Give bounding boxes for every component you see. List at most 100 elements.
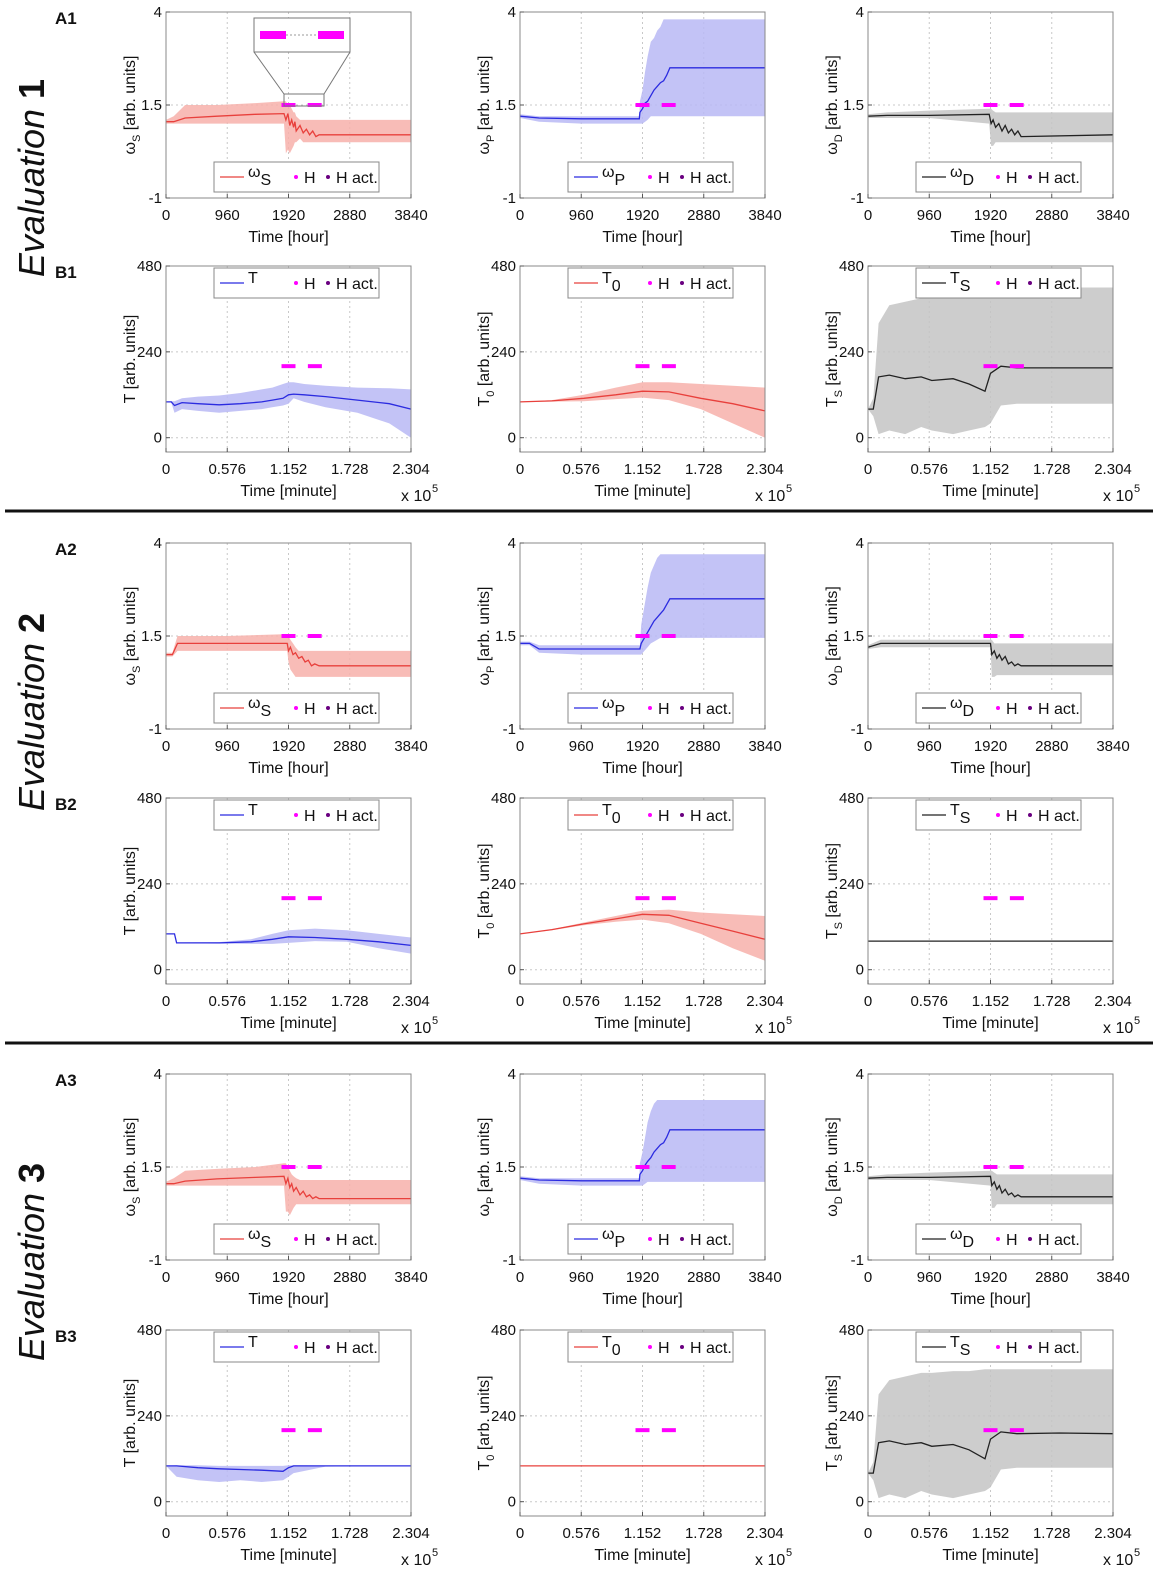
legend: T0 H H act. — [567, 799, 734, 831]
x-multiplier-exponent: 5 — [432, 1015, 438, 1027]
x-tick-label: 0 — [516, 1525, 524, 1542]
legend-symbol: ω — [950, 695, 963, 712]
legend-h-act-swatch — [680, 1345, 684, 1349]
y-tick-label: -1 — [851, 721, 864, 738]
x-tick-label: 0 — [516, 207, 524, 224]
legend-subscript: 0 — [612, 1342, 621, 1359]
y-axis-label: ωP [arb. units] — [476, 587, 497, 686]
y-tick-label: 240 — [137, 876, 162, 893]
x-tick-label: 0 — [162, 1269, 170, 1286]
legend-symbol: T — [950, 270, 960, 287]
legend-series-label: ωP — [602, 164, 625, 189]
y-tick-label: 240 — [137, 344, 162, 361]
x-axis-label: Time [hour] — [602, 760, 682, 777]
x-tick-label: 0 — [162, 993, 170, 1010]
series-line — [867, 642, 1113, 667]
legend-h-act-label: H act. — [690, 276, 732, 293]
legend-h-act-label: H act. — [336, 808, 378, 825]
y-tick-label: 4 — [856, 535, 864, 552]
y-tick-label: -1 — [503, 1252, 516, 1269]
x-multiplier-exponent: 5 — [432, 483, 438, 495]
chart-b1-t: 0 0.576 1.152 1.728 2.304 0 240 480 Time [minute… — [122, 258, 438, 505]
y-tick-label: 480 — [491, 790, 516, 807]
legend-series-label: T — [248, 802, 258, 819]
y-label-unit: [arb. units] — [122, 56, 139, 135]
y-tick-label: -1 — [851, 1252, 864, 1269]
chart-b3-t-0: 0 0.576 1.152 1.728 2.304 0 240 480 Time [minute… — [476, 1322, 792, 1569]
legend-subscript: S — [261, 703, 272, 720]
x-tick-label: 1.152 — [270, 993, 308, 1010]
uncertainty-band — [868, 1369, 1113, 1499]
x-tick-label: 0.576 — [562, 1525, 600, 1542]
y-label-subscript: S — [833, 390, 845, 397]
legend-h-act-swatch — [680, 813, 684, 817]
y-label-unit: [arb. units] — [122, 1379, 139, 1458]
legend-symbol: ω — [602, 164, 615, 181]
y-label-subscript: D — [833, 134, 845, 142]
y-label-symbol: ω — [122, 673, 139, 686]
y-label-symbol: T — [476, 1461, 493, 1471]
series-line — [166, 933, 412, 947]
legend-h-act-label: H act. — [690, 1340, 732, 1357]
x-multiplier-exponent: 5 — [1134, 1547, 1140, 1559]
x-multiplier: x 10 — [1103, 1020, 1133, 1037]
zoom-region-box — [283, 93, 325, 107]
x-tick-label: 0 — [516, 1269, 524, 1286]
x-tick-label: 2.304 — [746, 993, 784, 1010]
legend-subscript: P — [615, 1234, 626, 1251]
x-multiplier-exponent: 5 — [1134, 483, 1140, 495]
legend-h-act-swatch — [326, 813, 330, 817]
legend-h-act-label: H act. — [1038, 808, 1080, 825]
x-tick-label: 0.576 — [208, 993, 246, 1010]
legend-h-swatch — [648, 1237, 652, 1241]
x-tick-label: 1.152 — [270, 461, 308, 478]
y-axis-label: ωD [arb. units] — [824, 586, 845, 686]
y-tick-label: 240 — [491, 876, 516, 893]
y-label-subscript: S — [833, 1454, 845, 1461]
legend-h-act-label: H act. — [1038, 1340, 1080, 1357]
legend-subscript: D — [963, 172, 975, 189]
x-tick-label: 0 — [516, 461, 524, 478]
y-tick-label: 240 — [491, 344, 516, 361]
uncertainty-band — [166, 1163, 411, 1216]
x-tick-label: 2880 — [333, 207, 366, 224]
x-multiplier: x 10 — [401, 1552, 431, 1569]
panel-label-a2: A2 — [55, 540, 77, 559]
y-tick-label: 240 — [839, 876, 864, 893]
y-label-symbol: T — [476, 929, 493, 939]
legend-h-swatch — [648, 175, 652, 179]
x-multiplier: x 10 — [401, 488, 431, 505]
x-axis-label: Time [minute] — [594, 1547, 690, 1564]
legend-h-label: H — [304, 170, 316, 187]
x-axis-label: Time [minute] — [594, 1015, 690, 1032]
inset-h-marker — [318, 31, 344, 39]
legend-subscript: S — [261, 1234, 272, 1251]
legend-series-label: T — [248, 1334, 258, 1351]
legend: T0 H H act. — [567, 267, 734, 299]
series-line — [166, 642, 411, 667]
uncertainty-band — [520, 909, 765, 961]
legend: ωD H H act. — [915, 692, 1082, 724]
y-tick-label: 240 — [137, 1408, 162, 1425]
y-label-unit: [arb. units] — [824, 55, 841, 134]
x-tick-label: 2.304 — [1094, 993, 1132, 1010]
legend-h-label: H — [658, 701, 670, 718]
uncertainty-band — [868, 639, 1113, 677]
legend-h-act-label: H act. — [690, 808, 732, 825]
y-label-symbol: T — [122, 925, 139, 935]
y-label-symbol: ω — [122, 1204, 139, 1217]
y-label-subscript: P — [485, 135, 497, 142]
x-axis-label: Time [minute] — [594, 483, 690, 500]
x-tick-label: 0 — [864, 738, 872, 755]
legend-h-label: H — [304, 276, 316, 293]
x-tick-label: 1920 — [272, 207, 305, 224]
x-tick-label: 1.728 — [685, 1525, 723, 1542]
legend-symbol: T — [248, 802, 258, 819]
x-tick-label: 1.728 — [1033, 461, 1071, 478]
legend: T H H act. — [213, 799, 380, 831]
legend-h-act-label: H act. — [1038, 701, 1080, 718]
x-tick-label: 0 — [162, 738, 170, 755]
legend: ωP H H act. — [567, 692, 734, 724]
x-multiplier: x 10 — [1103, 488, 1133, 505]
